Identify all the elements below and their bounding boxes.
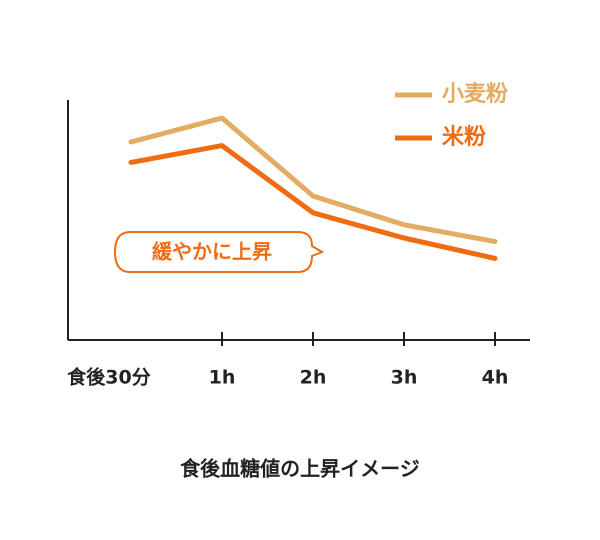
x-tick-label: 2h — [300, 367, 327, 389]
legend-label: 米粉 — [442, 125, 486, 150]
callout-bubble — [113, 231, 325, 273]
caption: 食後血糖値の上昇イメージ — [180, 457, 420, 481]
legend-label: 小麦粉 — [442, 81, 508, 107]
x-tick-label: 4h — [482, 367, 509, 389]
annotation-callout: 緩やかに上昇 — [113, 231, 325, 273]
x-tick-label: 食後30分 — [67, 366, 150, 389]
annotation: 緩やかに上昇 — [152, 240, 272, 264]
series-line — [128, 143, 498, 261]
x-tick-label: 3h — [391, 367, 418, 389]
x-tick-label: 1h — [209, 367, 236, 389]
series-line — [128, 115, 498, 245]
